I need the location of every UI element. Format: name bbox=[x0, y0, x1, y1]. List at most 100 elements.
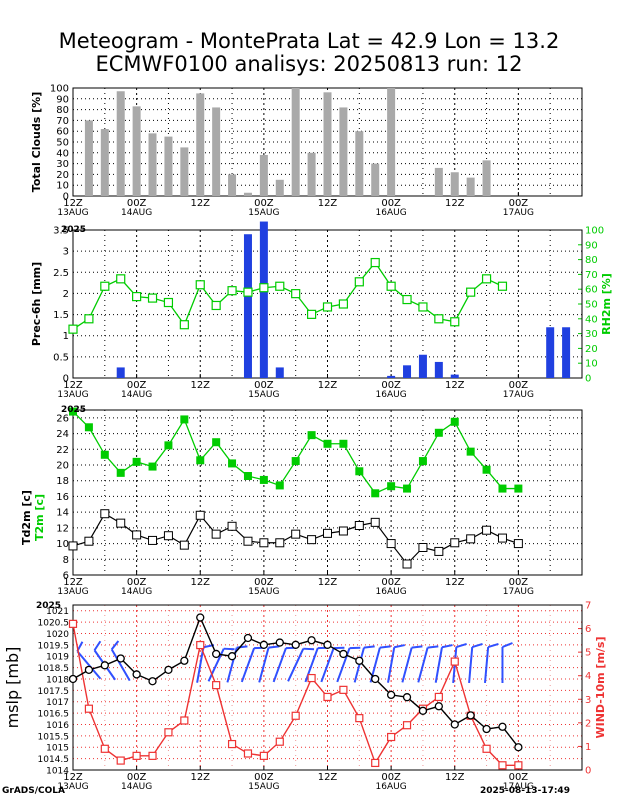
x-date-label: 17AUG bbox=[503, 587, 534, 597]
y2-tick-label: 80 bbox=[585, 255, 598, 266]
x-tick-label: 12Z bbox=[190, 198, 210, 209]
precip-bar bbox=[275, 367, 284, 378]
mslp-point bbox=[68, 674, 78, 684]
wind-point bbox=[180, 716, 189, 725]
td2m-point bbox=[275, 538, 285, 548]
wind-point bbox=[68, 619, 78, 628]
rh-point bbox=[147, 293, 158, 303]
td2m-point bbox=[307, 535, 317, 545]
y-tick-label: 1 bbox=[63, 331, 69, 342]
x-tick-label: 00Z bbox=[127, 772, 147, 783]
cloud-bar bbox=[212, 107, 221, 196]
cloud-bar bbox=[84, 120, 93, 196]
wind-barb-flag bbox=[427, 645, 439, 649]
wind-point bbox=[227, 739, 237, 749]
y-tick-label: 80 bbox=[56, 105, 69, 116]
cloud-bar bbox=[164, 136, 173, 196]
mslp-point bbox=[291, 640, 300, 649]
td2m-point bbox=[450, 538, 460, 548]
td2m-point bbox=[100, 509, 110, 519]
t2m-point bbox=[355, 467, 364, 476]
y-tick-label: 1017.5 bbox=[38, 687, 70, 697]
y-tick-label: 30 bbox=[56, 159, 69, 170]
wind-point bbox=[355, 714, 364, 723]
wind-barb-flag bbox=[456, 642, 467, 649]
y-tick-label: 14 bbox=[56, 508, 69, 519]
td2m-point bbox=[418, 543, 428, 552]
x-tick-label: 12Z bbox=[190, 380, 210, 391]
wind-barb-flag bbox=[236, 645, 248, 649]
cloud-bar bbox=[291, 88, 300, 196]
wind-point bbox=[514, 761, 523, 770]
x-date-label: 16AUG bbox=[376, 208, 407, 218]
td2m-point bbox=[386, 539, 396, 549]
precip-bar bbox=[562, 327, 571, 378]
wind-barb bbox=[207, 647, 235, 682]
wind-barb-staff bbox=[483, 646, 490, 684]
y-tick-label: 10 bbox=[56, 539, 69, 550]
mslp-point bbox=[84, 665, 94, 675]
rh-point bbox=[227, 286, 237, 296]
wind-barb bbox=[483, 642, 499, 684]
mslp-point bbox=[434, 702, 443, 711]
wind-barb-staff bbox=[196, 647, 205, 683]
rh-point bbox=[179, 320, 189, 330]
x-tick-label: 00Z bbox=[127, 577, 147, 588]
cloud-bar bbox=[259, 154, 268, 196]
t2m-point bbox=[418, 457, 427, 466]
y-tick-label: 12 bbox=[56, 523, 69, 534]
t2m-point bbox=[243, 472, 252, 480]
wind-barb-staff bbox=[304, 647, 319, 683]
wind-barb-flag bbox=[303, 647, 315, 651]
rh-point bbox=[84, 314, 94, 324]
cloud-bar bbox=[371, 163, 380, 196]
x-tick-label: 12Z bbox=[445, 198, 465, 209]
td2m-point bbox=[291, 529, 301, 539]
wind-barb-staff bbox=[320, 647, 335, 683]
mslp-line bbox=[72, 615, 519, 748]
y-axis-label-td2m: Td2m [c] bbox=[20, 490, 33, 545]
rh-point bbox=[322, 302, 333, 312]
x-tick-label: 12Z bbox=[445, 380, 465, 391]
mslp-point bbox=[180, 656, 189, 665]
wind-barb bbox=[434, 644, 453, 683]
mslp-point bbox=[514, 743, 523, 752]
rh-point bbox=[450, 317, 460, 327]
t2m-point bbox=[196, 456, 205, 465]
y-tick-label: 2.5 bbox=[53, 268, 69, 279]
y-tick-label: 40 bbox=[56, 148, 69, 159]
td2m-point bbox=[116, 518, 126, 528]
mslp-point bbox=[243, 633, 253, 643]
y-tick-label: 1015 bbox=[46, 744, 69, 754]
wind-point bbox=[371, 758, 380, 768]
y-tick-label: 22 bbox=[56, 445, 69, 456]
wind-barb-flag bbox=[411, 645, 423, 649]
x-tick-label: 00Z bbox=[509, 577, 529, 588]
wind-barb-flag bbox=[363, 645, 375, 649]
rh-point bbox=[481, 274, 492, 284]
td2m-point bbox=[132, 530, 142, 540]
wind-barb-flag bbox=[349, 646, 361, 650]
cloud-bar bbox=[434, 167, 443, 196]
precip-bar bbox=[450, 374, 459, 378]
x-tick-label: 12Z bbox=[318, 198, 338, 209]
x-tick-label: 12Z bbox=[190, 772, 210, 783]
td2m-point bbox=[434, 546, 444, 556]
y-tick-label: 10 bbox=[56, 181, 69, 192]
rh-point bbox=[275, 281, 285, 291]
year-label: 2025 bbox=[61, 225, 86, 235]
wind-barb-staff bbox=[417, 647, 429, 683]
wind-barb-flag bbox=[223, 647, 235, 651]
y-tick-label: 90 bbox=[56, 94, 69, 105]
y2-tick-label: 6 bbox=[585, 624, 591, 635]
td2m-point bbox=[211, 529, 221, 539]
x-tick-label: 12Z bbox=[63, 577, 83, 588]
t2m-point bbox=[307, 431, 316, 440]
y-tick-label: 50 bbox=[56, 138, 69, 149]
td2m-point bbox=[68, 541, 78, 551]
precip-bar bbox=[418, 354, 427, 378]
rh-point bbox=[338, 299, 349, 309]
wind-point bbox=[116, 756, 125, 765]
td2m-point bbox=[482, 525, 492, 535]
y2-axis-label: RH2m [%] bbox=[600, 273, 613, 335]
